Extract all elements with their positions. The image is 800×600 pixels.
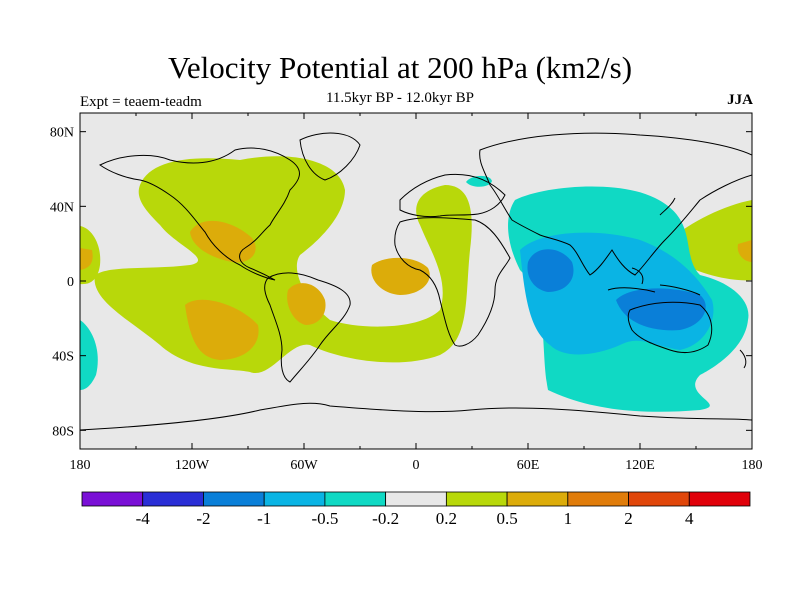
lon-tick-label: 0 [413, 458, 420, 473]
contour-region-maritime-continent [616, 288, 706, 331]
colorbar-label: -0.5 [311, 509, 338, 528]
colorbar-swatch [203, 491, 265, 507]
coastline-europe [399, 173, 506, 218]
longitude-axis: 180 120W 60W 0 60E 120E 180 [70, 113, 763, 473]
map-subtitle: 11.5kyr BP - 12.0kyr BP [325, 90, 475, 106]
colorbar-label: 0.2 [436, 509, 457, 528]
coastline-africa [394, 217, 511, 347]
colorbar-swatch [142, 491, 204, 507]
contour-region-pacific-edge [80, 248, 93, 270]
contour-region-arabian-sea [527, 249, 574, 292]
colorbar-label: 0.5 [496, 509, 517, 528]
lon-tick-label: 180 [742, 458, 763, 473]
coastline-japan [659, 197, 676, 216]
colorbar-label: 4 [685, 509, 694, 528]
colorbar-label: -0.2 [372, 509, 399, 528]
experiment-label: Expt = teaem-teadm [80, 94, 202, 110]
lon-tick-label: 60W [290, 458, 318, 473]
contour-region-west-pacific-core [737, 240, 752, 262]
contour-region-southeast-pacific [80, 320, 98, 390]
lat-tick-label: 40S [52, 350, 74, 365]
coastlines [80, 132, 752, 431]
colorbar-label: -1 [257, 509, 271, 528]
colorbar-label: 2 [624, 509, 633, 528]
colorbar-swatch [688, 491, 751, 507]
colorbar-swatch [81, 491, 144, 507]
coastline-new-zealand [739, 349, 747, 369]
coastline-south-america [264, 272, 351, 383]
colorbar-label: 1 [564, 509, 573, 528]
negative-anomaly-regions [80, 175, 749, 412]
lon-tick-label: 120W [175, 458, 210, 473]
contour-region-south-america [287, 283, 326, 325]
contour-region-atlantic [371, 257, 430, 295]
lat-tick-label: 80N [50, 126, 74, 141]
coastline-indonesia [607, 267, 701, 296]
colorbar-label: -2 [196, 509, 210, 528]
map-panel [80, 113, 752, 449]
season-label: JJA [727, 92, 753, 108]
coastline-asia [479, 132, 752, 276]
colorbar: -4 -2 -1 -0.5 -0.2 0.2 0.5 1 2 4 [81, 491, 751, 528]
coastline-antarctica [80, 402, 752, 431]
coastline-australia [627, 301, 713, 353]
lon-tick-label: 60E [517, 458, 540, 473]
colorbar-swatch [263, 491, 326, 507]
contour-region-arctic-east [466, 175, 492, 187]
lon-tick-label: 120E [625, 458, 655, 473]
colorbar-swatch [567, 491, 629, 507]
coastline-greenland [299, 132, 361, 181]
colorbar-label: -4 [136, 509, 151, 528]
lat-tick-label: 40N [50, 200, 74, 215]
colorbar-swatch [324, 491, 387, 507]
contour-region-mexico [190, 220, 256, 263]
colorbar-swatch [385, 491, 447, 507]
coastline-north-america [99, 147, 300, 281]
lat-tick-label: 80S [52, 424, 74, 439]
colorbar-swatch [628, 491, 690, 507]
latitude-axis: 80N 40N 0 40S 80S [50, 126, 752, 439]
map-title: Velocity Potential at 200 hPa (km2/s) [167, 50, 633, 85]
lon-tick-label: 180 [70, 458, 91, 473]
colorbar-swatch [506, 491, 569, 507]
contour-region-south-pacific [185, 299, 259, 360]
lat-tick-label: 0 [67, 275, 74, 290]
colorbar-swatch [445, 491, 508, 507]
